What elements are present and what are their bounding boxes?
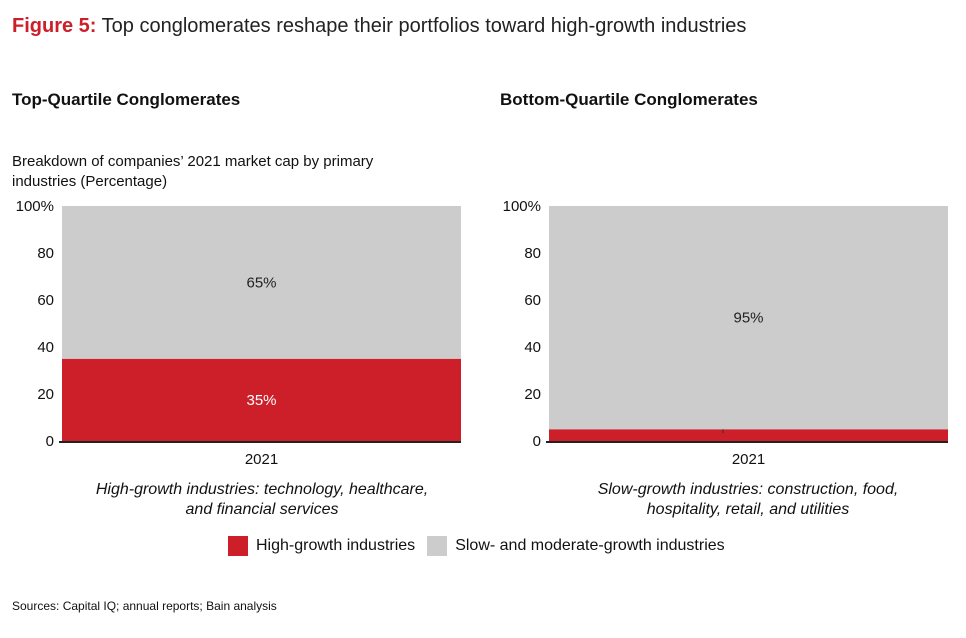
y-tick-label: 40 — [37, 339, 54, 356]
left-caption-line-2: and financial services — [185, 501, 339, 518]
left-panel-title: Top-Quartile Conglomerates — [12, 90, 241, 109]
bar-segment-slow — [62, 206, 461, 359]
figure-title-text: Top conglomerates reshape their portfoli… — [96, 15, 747, 37]
subtitle-line-1: Breakdown of companies’ 2021 market cap … — [12, 153, 374, 170]
y-tick-label: 20 — [37, 386, 54, 403]
y-tick-label: 60 — [37, 292, 54, 309]
data-label-high: 35% — [246, 392, 276, 409]
bar-segment-slow — [549, 206, 948, 430]
y-tick-label: 40 — [524, 339, 541, 356]
y-tick-label: 100% — [503, 198, 541, 215]
legend-item-slow: Slow- and moderate-growth industries — [427, 536, 725, 556]
source-note: Sources: Capital IQ; annual reports; Bai… — [12, 599, 277, 613]
x-tick-label: 2021 — [245, 451, 278, 468]
bar-segment-high — [549, 429, 948, 441]
legend-item-high: High-growth industries — [228, 536, 415, 556]
figure-number: Figure 5: — [12, 15, 97, 37]
legend-swatch-high — [228, 536, 248, 556]
y-tick-label: 60 — [524, 292, 541, 309]
x-tick-label: 2021 — [732, 451, 765, 468]
chart-subtitle: Breakdown of companies’ 2021 market cap … — [12, 152, 432, 192]
figure-title: Figure 5: Top conglomerates reshape thei… — [12, 15, 746, 38]
data-label-slow: 65% — [246, 274, 276, 291]
left-caption: High-growth industries: technology, heal… — [62, 480, 462, 520]
legend-label-slow: Slow- and moderate-growth industries — [455, 537, 725, 554]
right-caption: Slow-growth industries: construction, fo… — [548, 480, 948, 520]
right-caption-line-1: Slow-growth industries: construction, fo… — [597, 481, 899, 498]
subtitle-line-2: industries (Percentage) — [12, 173, 168, 190]
right-panel-title: Bottom-Quartile Conglomerates — [500, 90, 758, 109]
left-chart: 0 20 40 60 80 100% 35% 65% 2021 — [16, 198, 461, 468]
y-tick-label: 20 — [524, 386, 541, 403]
left-caption-line-1: High-growth industries: technology, heal… — [95, 481, 429, 498]
data-label-slow: 95% — [733, 310, 763, 327]
bar-segment-high — [62, 358, 461, 441]
legend: High-growth industries Slow- and moderat… — [228, 536, 737, 556]
legend-label-high: High-growth industries — [256, 537, 416, 554]
y-tick-label: 0 — [46, 433, 54, 450]
y-tick-label: 80 — [37, 245, 54, 262]
y-tick-label: 0 — [533, 433, 541, 450]
legend-swatch-slow — [427, 536, 448, 556]
y-tick-label: 100% — [16, 198, 54, 215]
right-caption-line-2: hospitality, retail, and utilities — [646, 501, 850, 518]
y-tick-label: 80 — [524, 245, 541, 262]
